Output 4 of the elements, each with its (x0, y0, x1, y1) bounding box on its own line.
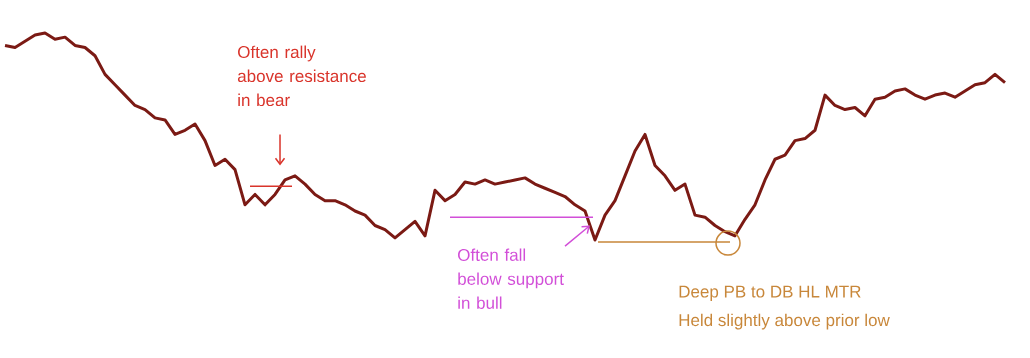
text: Deep PB to DB HL MTR (679, 285, 861, 301)
text: Often fall below support in bull (458, 248, 564, 309)
text: Held slightly above prior low (679, 313, 890, 330)
annotation: Often rally above resistance in bear (237, 45, 366, 107)
